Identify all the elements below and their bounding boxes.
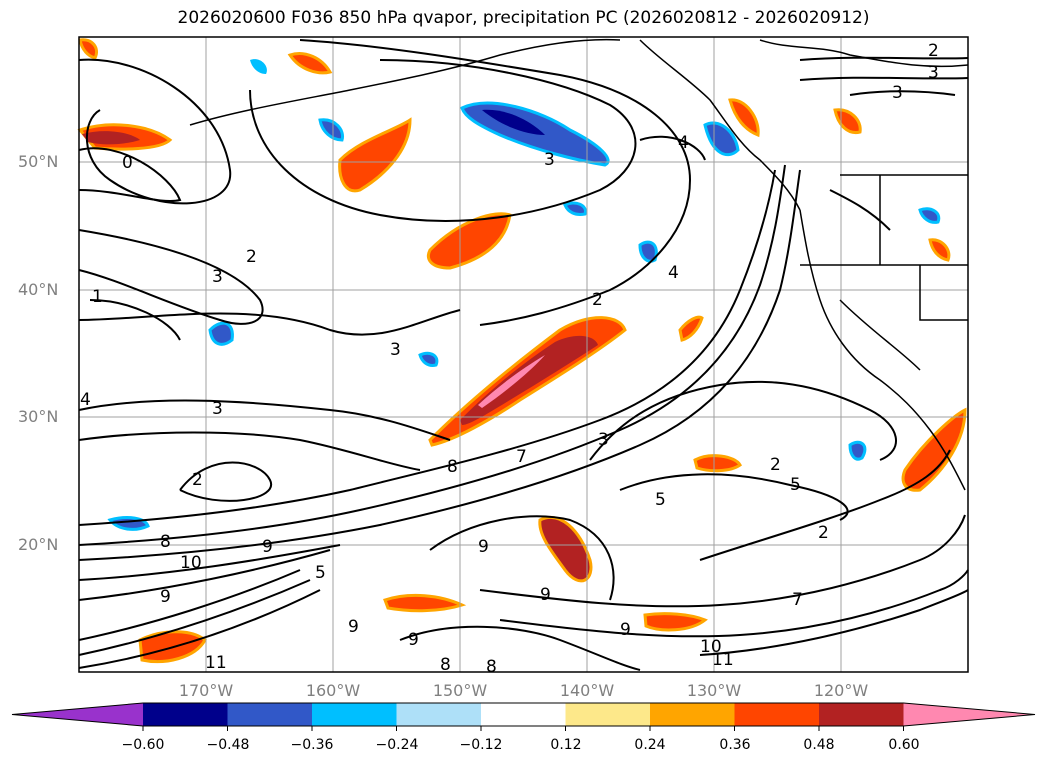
contour-label: 2 — [928, 41, 939, 61]
coastlines — [189, 38, 969, 491]
map-frame — [78, 36, 969, 673]
contour-label: 3 — [892, 83, 903, 103]
contour-label: 8 — [447, 457, 458, 477]
contour-label: 11 — [712, 650, 734, 670]
contour-label: 10 — [180, 553, 202, 573]
colorbar-tick: 0.12 — [550, 737, 582, 753]
contour-label: 9 — [478, 537, 489, 557]
contour-label: 4 — [80, 390, 91, 410]
lat-label-20n: 20°N — [18, 535, 59, 554]
contour-label: 9 — [262, 537, 273, 557]
contour-label: 2 — [192, 470, 203, 490]
contour-label: 7 — [516, 447, 527, 467]
contour-label: 9 — [540, 585, 551, 605]
contour-label: 2 — [770, 455, 781, 475]
contour-label: 4 — [678, 133, 689, 153]
map-title: 2026020600 F036 850 hPa qvapor, precipit… — [177, 8, 870, 28]
colorbar-tick: −0.12 — [459, 737, 503, 753]
contour-label: 3 — [928, 63, 939, 83]
contour-label: 5 — [790, 475, 801, 495]
gridlines — [79, 37, 968, 672]
contour-label: 8 — [160, 532, 171, 552]
colorbar-segment — [227, 703, 313, 726]
lon-label-120w: 120°W — [813, 681, 869, 700]
colorbar-segment — [565, 703, 651, 726]
colorbar-tick: −0.48 — [206, 737, 250, 753]
contour-label: 8 — [440, 655, 451, 675]
colorbar-segment — [312, 703, 397, 726]
contour-label: 8 — [486, 657, 497, 677]
colorbar-tick: −0.36 — [290, 737, 334, 753]
contour-label: 3 — [212, 267, 223, 287]
contour-label: 11 — [205, 653, 227, 673]
contour-label: 0 — [122, 153, 133, 173]
contour-label-group: 0 1 2 3 4 3 2 3 3 4 4 3 2 5 7 8 8 10 9 9… — [80, 41, 939, 677]
contour-label: 9 — [408, 630, 419, 650]
contour-label: 9 — [160, 587, 171, 607]
contour-label: 1 — [92, 287, 103, 307]
contour-label: 2 — [246, 247, 257, 267]
colorbar-segment — [396, 703, 482, 726]
lon-label-140w: 140°W — [559, 681, 615, 700]
contour-label: 3 — [390, 340, 401, 360]
contour-label: 9 — [620, 620, 631, 640]
contour-label: 2 — [818, 523, 829, 543]
contour-label: 5 — [315, 563, 326, 583]
colorbar-tick: 0.24 — [634, 737, 666, 753]
contour-label: 3 — [544, 150, 555, 170]
contour-label: 10 — [700, 637, 722, 657]
contour-label: 9 — [348, 617, 359, 637]
qvapor-contours — [78, 39, 969, 671]
colorbar-segment — [143, 703, 228, 726]
colorbar-extend-low — [12, 703, 143, 726]
lon-label-160w: 160°W — [305, 681, 361, 700]
colorbar-tick: −0.24 — [375, 737, 419, 753]
colorbar-segment — [650, 703, 735, 726]
colorbar-extend-high — [903, 703, 1035, 726]
contour-label: 4 — [668, 263, 679, 283]
lon-label-170w: 170°W — [178, 681, 234, 700]
colorbar-tick: 0.60 — [888, 737, 920, 753]
colorbar-segment — [819, 703, 904, 726]
lon-label-150w: 150°W — [432, 681, 488, 700]
colorbar — [11, 702, 1036, 731]
contour-label: 7 — [792, 590, 803, 610]
lat-label-50n: 50°N — [18, 152, 59, 171]
colorbar-segment — [734, 703, 820, 726]
colorbar-tick: 0.48 — [803, 737, 835, 753]
colorbar-segment — [481, 703, 566, 726]
lat-label-30n: 30°N — [18, 407, 59, 426]
colorbar-tick: −0.60 — [121, 737, 165, 753]
contour-label: 3 — [212, 399, 223, 419]
colorbar-tick: 0.36 — [719, 737, 751, 753]
contour-label: 3 — [598, 430, 609, 450]
precip-fill — [77, 38, 967, 664]
contour-label: 5 — [655, 490, 666, 510]
lat-label-40n: 40°N — [18, 280, 59, 299]
lon-label-130w: 130°W — [686, 681, 742, 700]
contour-label: 2 — [592, 290, 603, 310]
